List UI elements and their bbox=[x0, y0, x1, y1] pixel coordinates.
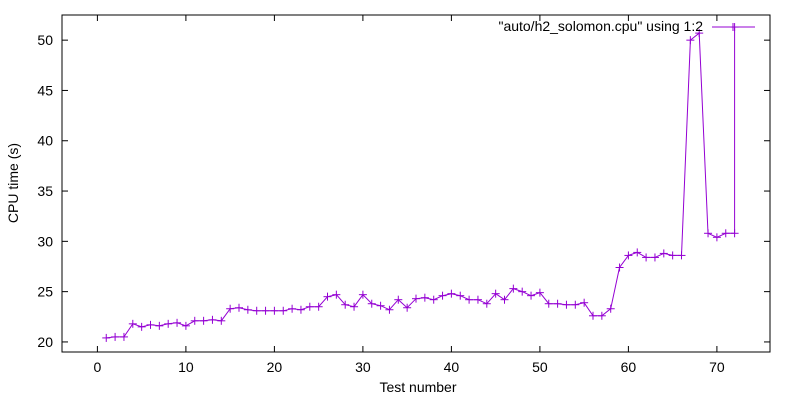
data-point bbox=[164, 319, 173, 328]
y-tick-label: 30 bbox=[37, 233, 53, 249]
data-point bbox=[571, 300, 580, 309]
data-point bbox=[668, 251, 677, 260]
data-point bbox=[252, 306, 261, 315]
data-point bbox=[633, 248, 642, 257]
data-point bbox=[350, 302, 359, 311]
data-point bbox=[544, 299, 553, 308]
data-point bbox=[518, 287, 527, 296]
data-point bbox=[606, 304, 615, 313]
data-point bbox=[695, 29, 704, 38]
data-point bbox=[527, 291, 536, 300]
x-tick-label: 70 bbox=[709, 359, 725, 375]
x-tick-label: 0 bbox=[94, 359, 102, 375]
data-point bbox=[296, 305, 305, 314]
data-point bbox=[447, 289, 456, 298]
data-point bbox=[314, 302, 323, 311]
data-point bbox=[261, 306, 270, 315]
x-tick-label: 30 bbox=[355, 359, 371, 375]
y-tick-label: 45 bbox=[37, 82, 53, 98]
data-point bbox=[615, 263, 624, 272]
tick-marks: 20 25 30 35 40 45 50 0 10 20 30 40 50 60 70 bbox=[37, 15, 770, 375]
data-point bbox=[173, 318, 182, 327]
y-axis-label: CPU time (s) bbox=[5, 143, 21, 223]
x-tick-label: 40 bbox=[444, 359, 460, 375]
legend: "auto/h2_solomon.cpu" using 1:2 bbox=[498, 18, 755, 34]
data-point bbox=[190, 316, 199, 325]
data-point bbox=[412, 294, 420, 303]
y-tick-label: 40 bbox=[37, 133, 53, 149]
data-point bbox=[199, 316, 208, 325]
data-point bbox=[376, 301, 385, 310]
data-point bbox=[456, 291, 465, 300]
data-point bbox=[642, 253, 651, 262]
data-point bbox=[659, 249, 668, 258]
data-point bbox=[589, 311, 597, 320]
x-tick-label: 10 bbox=[178, 359, 194, 375]
data-point bbox=[367, 299, 376, 308]
data-point bbox=[111, 332, 120, 341]
data-point bbox=[624, 251, 633, 260]
data-point bbox=[420, 293, 429, 302]
data-point bbox=[438, 291, 447, 300]
data-point bbox=[155, 321, 164, 330]
data-point bbox=[465, 295, 474, 304]
data-point bbox=[403, 303, 412, 312]
data-point bbox=[323, 292, 332, 301]
data-point bbox=[358, 290, 367, 299]
data-point bbox=[704, 229, 713, 238]
axes bbox=[61, 14, 771, 353]
data-point bbox=[429, 295, 438, 304]
data-point bbox=[712, 233, 721, 242]
x-tick-label: 50 bbox=[532, 359, 548, 375]
data-point bbox=[119, 332, 128, 341]
y-tick-label: 20 bbox=[37, 334, 53, 350]
data-point bbox=[243, 305, 252, 314]
data-point bbox=[394, 295, 403, 304]
legend-marker bbox=[729, 23, 737, 31]
data-point bbox=[686, 36, 695, 45]
data-point bbox=[500, 295, 509, 304]
data-point bbox=[279, 306, 288, 315]
data-point bbox=[102, 333, 111, 342]
data-point bbox=[553, 299, 562, 308]
data-point bbox=[491, 289, 500, 298]
series-layer bbox=[102, 23, 739, 342]
data-point bbox=[332, 290, 341, 299]
data-point bbox=[270, 306, 279, 315]
data-point bbox=[650, 253, 659, 262]
legend-series-label: "auto/h2_solomon.cpu" using 1:2 bbox=[498, 18, 703, 34]
data-point bbox=[235, 303, 243, 312]
x-axis-label: Test number bbox=[379, 379, 456, 395]
data-point bbox=[128, 319, 137, 328]
y-tick-label: 25 bbox=[37, 284, 53, 300]
data-point bbox=[226, 304, 235, 313]
data-point bbox=[181, 321, 190, 330]
data-point bbox=[305, 302, 314, 311]
data-point bbox=[562, 300, 571, 309]
plot-frame bbox=[61, 14, 771, 353]
data-point bbox=[137, 322, 146, 331]
data-point bbox=[473, 295, 482, 304]
data-point bbox=[385, 305, 394, 314]
data-point bbox=[208, 315, 217, 324]
data-point bbox=[597, 311, 606, 320]
data-point bbox=[509, 284, 518, 293]
data-point bbox=[535, 288, 544, 297]
y-tick-label: 35 bbox=[37, 183, 53, 199]
series-line bbox=[106, 32, 735, 339]
data-point bbox=[288, 304, 297, 313]
data-point bbox=[217, 316, 226, 325]
x-tick-label: 60 bbox=[621, 359, 637, 375]
data-point bbox=[580, 298, 589, 307]
data-point bbox=[721, 229, 730, 238]
data-point bbox=[677, 251, 686, 260]
data-point bbox=[482, 299, 491, 308]
x-tick-label: 20 bbox=[267, 359, 283, 375]
y-tick-label: 50 bbox=[37, 32, 53, 48]
data-point bbox=[146, 320, 155, 329]
data-point bbox=[341, 300, 350, 309]
